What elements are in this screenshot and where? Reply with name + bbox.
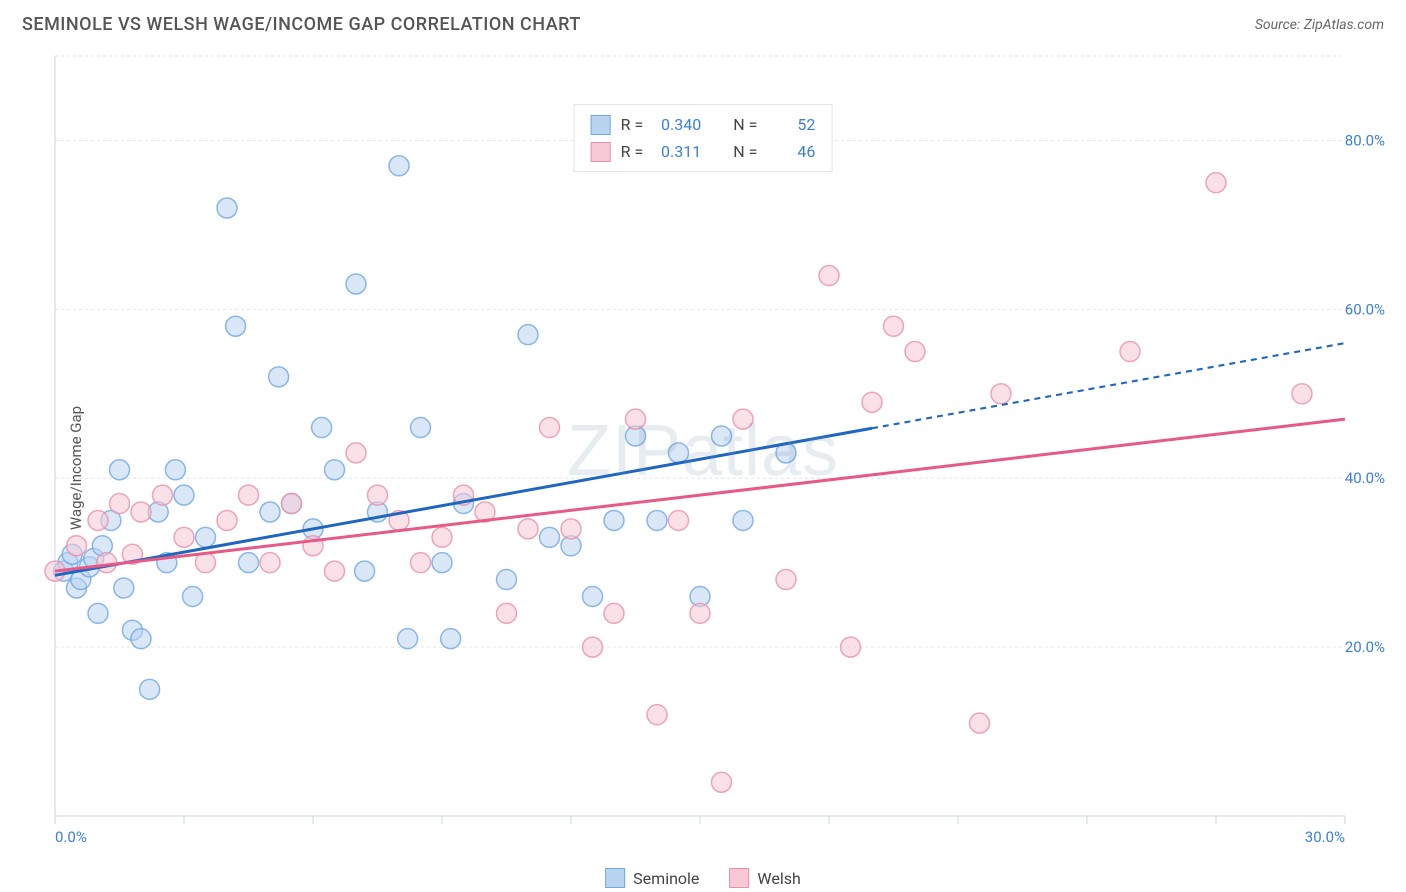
swatch-seminole bbox=[605, 868, 625, 888]
stats-box: R = 0.340 N = 52 R = 0.311 N = 46 bbox=[574, 104, 833, 172]
svg-text:80.0%: 80.0% bbox=[1345, 131, 1385, 149]
stat-n-seminole: 52 bbox=[767, 111, 815, 138]
legend-item-seminole: Seminole bbox=[605, 868, 699, 888]
stat-label-r: R = bbox=[621, 111, 644, 138]
bottom-legend: Seminole Welsh bbox=[605, 868, 801, 888]
svg-text:0.0%: 0.0% bbox=[55, 828, 87, 844]
svg-text:40.0%: 40.0% bbox=[1345, 469, 1385, 487]
y-axis-label: Wage/Income Gap bbox=[67, 406, 85, 530]
svg-text:30.0%: 30.0% bbox=[1305, 828, 1345, 844]
legend-item-welsh: Welsh bbox=[729, 868, 800, 888]
legend-label-welsh: Welsh bbox=[757, 869, 800, 888]
stat-n-welsh: 46 bbox=[767, 138, 815, 165]
chart-title: SEMINOLE VS WELSH WAGE/INCOME GAP CORREL… bbox=[22, 14, 581, 35]
stat-label-n: N = bbox=[733, 138, 757, 165]
svg-text:60.0%: 60.0% bbox=[1345, 300, 1385, 318]
chart-source: Source: ZipAtlas.com bbox=[1255, 17, 1384, 33]
stat-r-welsh: 0.311 bbox=[653, 138, 701, 165]
stat-label-r: R = bbox=[621, 138, 644, 165]
stat-r-seminole: 0.340 bbox=[653, 111, 701, 138]
swatch-welsh bbox=[591, 142, 611, 162]
stat-label-n: N = bbox=[733, 111, 757, 138]
stats-row-welsh: R = 0.311 N = 46 bbox=[591, 138, 816, 165]
svg-text:20.0%: 20.0% bbox=[1345, 638, 1385, 656]
chart-area: Wage/Income Gap 0.0% 30.0% 20.0% 40.0% 60.0%… bbox=[0, 44, 1406, 892]
legend-label-seminole: Seminole bbox=[633, 869, 699, 888]
swatch-seminole bbox=[591, 115, 611, 135]
swatch-welsh bbox=[729, 868, 749, 888]
stats-row-seminole: R = 0.340 N = 52 bbox=[591, 111, 816, 138]
